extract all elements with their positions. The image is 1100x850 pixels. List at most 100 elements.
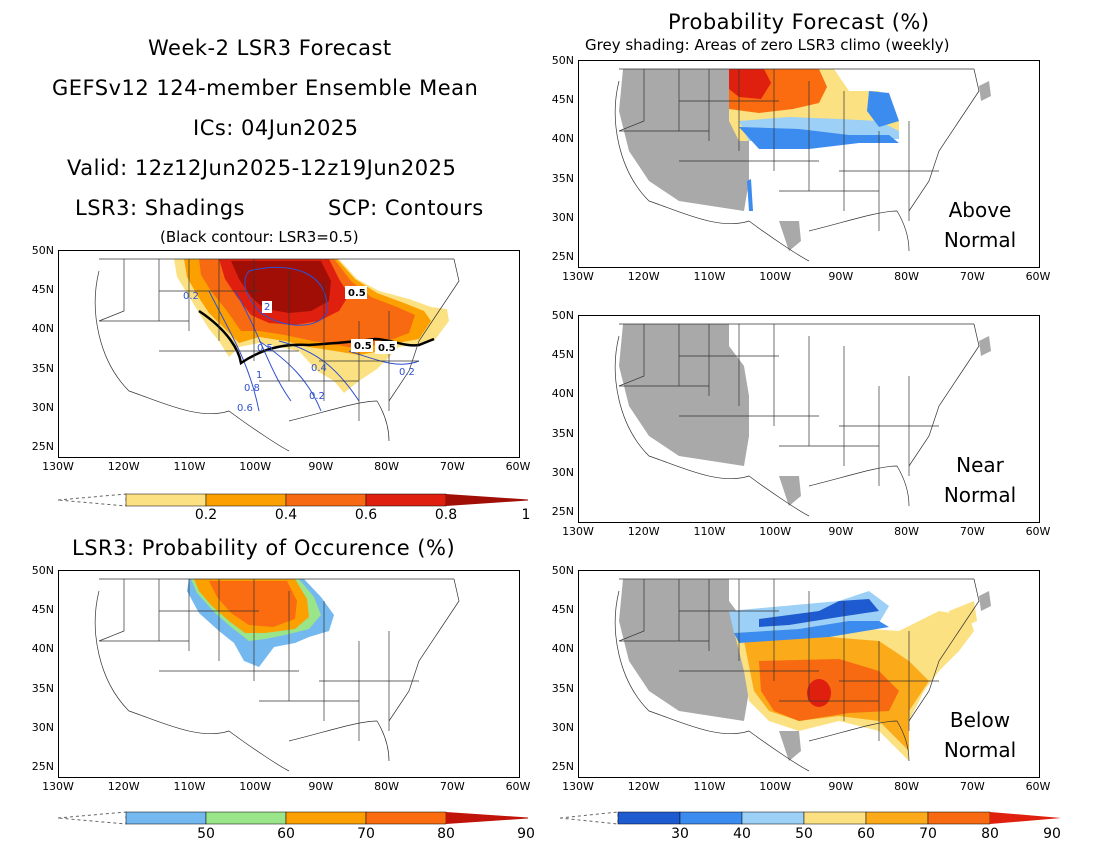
- lon-label-near: 110W: [693, 525, 726, 538]
- zero-climo-grey: [619, 69, 749, 211]
- lon-label-lsr3: 60W: [505, 460, 531, 473]
- title-line-1: Week-2 LSR3 Forecast: [148, 36, 392, 60]
- map-lsr3-scp: 0.5 0.5 0.5 2 0.2 0.5 1 0.8 0.6 0.2 0.4 …: [58, 250, 520, 458]
- colorbar-tick-label: 30: [671, 826, 689, 842]
- colorbar-occurrence: [57, 808, 536, 848]
- colorbar-tick-label: 70: [357, 826, 375, 842]
- colorbar-overflow-triangle: [990, 812, 1062, 824]
- lon-label-above: 80W: [894, 270, 919, 283]
- lon-label-below: 80W: [894, 780, 919, 793]
- lat-label-below: 35N: [551, 681, 574, 695]
- colorbar-tick-label: 60: [277, 826, 295, 842]
- lon-label-lsr3: 120W: [107, 460, 140, 473]
- lat-label-below: 25N: [551, 760, 574, 773]
- lon-label-above: 90W: [828, 270, 854, 283]
- colorbar-swatch: [865, 811, 929, 825]
- svg-text:0.4: 0.4: [311, 363, 327, 374]
- occurrence-shading: [187, 579, 334, 667]
- svg-text:0.5: 0.5: [354, 341, 372, 352]
- colorbar-swatch: [205, 811, 287, 825]
- lon-label-occ: 110W: [173, 780, 206, 793]
- lat-label-occ: 30N: [31, 720, 54, 734]
- svg-text:0.5: 0.5: [348, 288, 366, 299]
- lat-label-above: 30N: [551, 210, 574, 224]
- lon-label-near: 90W: [828, 525, 854, 538]
- black-contour-labels: 0.5 0.5 0.5: [345, 286, 397, 354]
- lon-label-lsr3: 90W: [308, 460, 334, 473]
- colorbar-tick-label: 0.2: [194, 507, 218, 523]
- lon-label-occ: 130W: [42, 780, 74, 793]
- map-occurrence: [58, 570, 520, 778]
- colorbar-tick-label: 80: [437, 826, 455, 842]
- colorbar-swatch: [679, 811, 743, 825]
- lat-label-occ: 45N: [31, 603, 54, 617]
- colorbar-tick-label: 0.6: [354, 507, 378, 523]
- colorbar-swatch: [741, 811, 805, 825]
- lat-label-near: 25N: [551, 505, 574, 518]
- lon-label-above: 120W: [627, 270, 660, 283]
- title-line-3: ICs: 04Jun2025: [193, 116, 359, 140]
- lat-label-lsr3: 30N: [31, 400, 54, 414]
- svg-text:0.8: 0.8: [244, 383, 260, 394]
- svg-text:0.2: 0.2: [399, 367, 415, 378]
- colorbar-underflow-triangle: [57, 811, 127, 825]
- colorbar-tick-label: 80: [981, 826, 999, 842]
- lat-label-lsr3: 35N: [31, 361, 54, 375]
- lon-label-lsr3: 100W: [239, 460, 272, 473]
- lat-label-near: 35N: [551, 426, 574, 440]
- lon-label-occ: 70W: [439, 780, 465, 793]
- above-normal-basemap: [614, 68, 980, 262]
- lon-label-lsr3: 130W: [42, 460, 74, 473]
- zero-climo-grey-tx-near: [779, 476, 801, 506]
- prob-forecast-subtitle: Grey shading: Areas of zero LSR3 climo (…: [585, 36, 950, 54]
- lon-label-above: 110W: [693, 270, 726, 283]
- colorbar-tick-label: 90: [517, 826, 535, 842]
- colorbar-tick-label: 70: [919, 826, 937, 842]
- lon-label-occ: 80W: [374, 780, 399, 793]
- zero-climo-grey-ne-near: [979, 336, 991, 356]
- lat-label-above: 35N: [551, 171, 574, 185]
- near-normal-label: Near Normal: [943, 453, 1017, 507]
- colorbar-swatch: [205, 493, 287, 507]
- prob-forecast-title: Probability Forecast (%): [668, 10, 930, 34]
- svg-text:0.5: 0.5: [257, 343, 273, 354]
- colorbar-swatch: [927, 811, 991, 825]
- lat-label-occ: 25N: [31, 760, 54, 773]
- lat-label-below: 30N: [551, 720, 574, 734]
- lon-label-near: 120W: [627, 525, 660, 538]
- svg-text:0.6: 0.6: [237, 403, 253, 414]
- contour-note: (Black contour: LSR3=0.5): [160, 228, 359, 246]
- svg-text:2: 2: [264, 302, 270, 313]
- lat-label-near: 50N: [551, 309, 574, 322]
- colorbar-tick-label: 60: [857, 826, 875, 842]
- lat-label-occ: 35N: [31, 681, 54, 695]
- lat-label-near: 30N: [551, 465, 574, 479]
- colorbar-tick-label: 40: [733, 826, 751, 842]
- svg-text:0.2: 0.2: [183, 291, 199, 302]
- lon-label-above: 60W: [1025, 270, 1051, 283]
- lat-label-occ: 50N: [31, 564, 54, 577]
- lon-label-below: 90W: [828, 780, 854, 793]
- lon-label-near: 100W: [759, 525, 792, 538]
- colorbar-swatch: [285, 811, 367, 825]
- lon-label-lsr3: 70W: [439, 460, 465, 473]
- below-normal-shading: [729, 591, 977, 761]
- map-below-normal: [578, 570, 1040, 778]
- colorbar-swatch: [803, 811, 867, 825]
- below-normal-basemap: [614, 578, 980, 772]
- lat-label-below: 50N: [551, 564, 574, 577]
- colorbar-overflow-triangle: [446, 812, 536, 824]
- lon-label-below: 110W: [693, 780, 726, 793]
- above-normal-label: Above Normal: [943, 198, 1017, 252]
- lon-label-near: 80W: [894, 525, 919, 538]
- lat-label-below: 40N: [551, 642, 574, 656]
- lat-label-near: 45N: [551, 348, 574, 362]
- lon-label-occ: 90W: [308, 780, 334, 793]
- near-normal-basemap: [614, 323, 980, 517]
- lat-label-lsr3: 50N: [31, 244, 54, 257]
- map-near-normal: [578, 315, 1040, 523]
- lon-label-below: 130W: [562, 780, 594, 793]
- above-normal-shading: [729, 69, 899, 211]
- zero-climo-grey-below: [619, 579, 749, 721]
- blue-contour-labels: 2 0.2 0.5 1 0.8 0.6 0.2 0.4 0.2: [183, 291, 415, 414]
